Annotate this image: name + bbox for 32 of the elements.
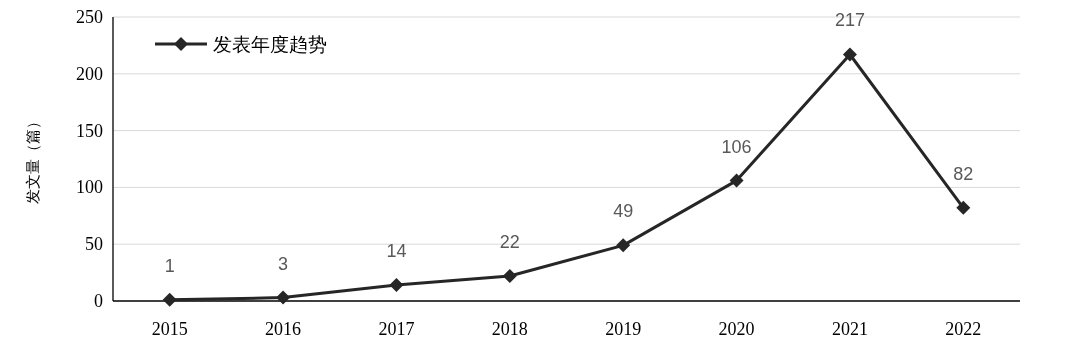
point: [616, 238, 631, 253]
y-tick-label: 100: [76, 177, 103, 198]
point: [162, 292, 177, 307]
y-tick-label: 150: [76, 120, 103, 141]
y-tick-label: 50: [85, 234, 103, 255]
x-tick-label: 2015: [151, 319, 188, 339]
y-tick-label: 200: [76, 63, 103, 84]
x-tick-label: 2019: [605, 319, 642, 339]
data-label: 217: [834, 10, 865, 31]
data-label: 106: [721, 136, 752, 157]
legend-label: 发表年度趋势: [213, 34, 327, 55]
data-label: 82: [953, 163, 974, 184]
x-tick-label: 2022: [945, 319, 982, 339]
data-label: 22: [499, 232, 520, 253]
point: [276, 290, 291, 305]
point: [389, 278, 404, 293]
y-tick-label: 0: [94, 291, 103, 311]
x-tick-label: 2017: [378, 319, 415, 339]
y-tick-label: 250: [76, 7, 103, 27]
y-axis-title: 发文量（篇）: [24, 114, 41, 204]
point: [502, 269, 517, 284]
x-tick-label: 2016: [265, 319, 302, 339]
data-label: 3: [278, 253, 289, 274]
point: [729, 173, 744, 188]
point: [956, 200, 971, 215]
data-label: 1: [164, 255, 175, 276]
x-tick-label: 2020: [718, 319, 755, 339]
point: [842, 47, 857, 62]
x-tick-label: 2021: [831, 319, 868, 339]
data-label: 14: [386, 241, 407, 262]
data-label: 49: [613, 201, 634, 222]
x-tick-label: 2018: [491, 319, 528, 339]
